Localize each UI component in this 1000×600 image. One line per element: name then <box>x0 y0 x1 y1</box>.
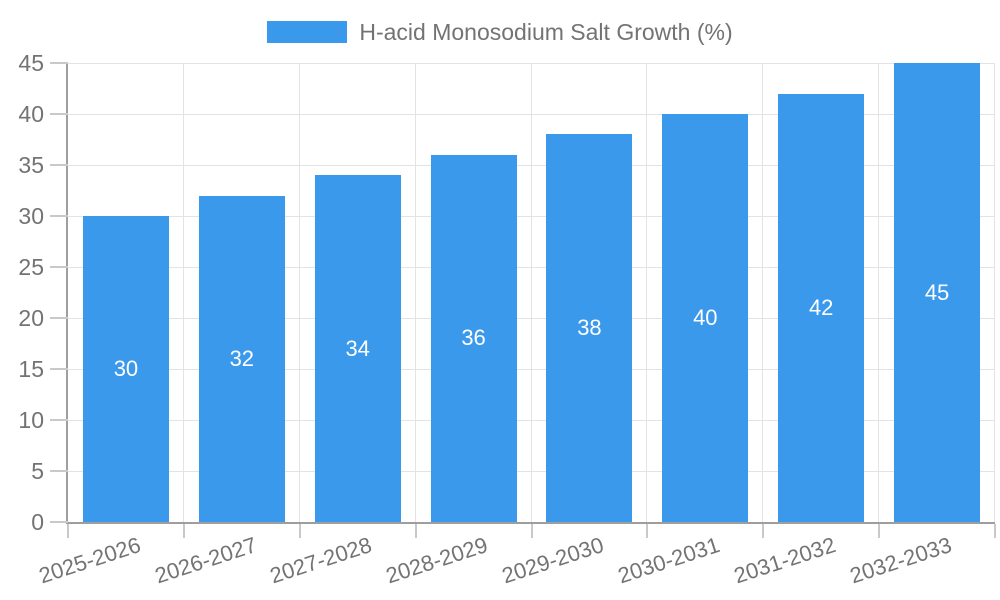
x-tick-label: 2031-2032 <box>730 532 839 589</box>
y-tick-label: 30 <box>18 203 44 229</box>
gridline-v <box>994 63 995 522</box>
x-tick <box>530 524 533 538</box>
bar[interactable] <box>778 93 865 522</box>
bar[interactable] <box>662 114 749 522</box>
x-tick <box>646 524 649 538</box>
gridline-v <box>414 63 416 522</box>
y-tick-label: 5 <box>31 458 44 484</box>
y-tick-label: 25 <box>18 254 44 280</box>
y-tick <box>50 368 68 370</box>
gridline-v <box>646 63 648 522</box>
y-tick <box>50 521 68 523</box>
legend-swatch-icon <box>267 21 348 43</box>
gridline-h <box>68 368 995 370</box>
gridline-v <box>878 63 880 522</box>
x-tick <box>67 524 69 538</box>
y-tick-label: 45 <box>18 50 44 76</box>
x-axis-line <box>66 522 995 524</box>
gridline-h <box>68 62 995 64</box>
plot-area: 0 5 10 15 20 25 30 35 40 45 2025-2026 2026-2027 2027… <box>18 51 996 588</box>
x-tick <box>762 524 765 538</box>
legend-label: H-acid Monosodium Salt Growth (%) <box>359 19 733 45</box>
y-tick <box>50 113 68 115</box>
bar[interactable] <box>198 195 285 522</box>
y-tick-label: 35 <box>18 152 44 178</box>
y-tick <box>50 164 68 166</box>
bar[interactable] <box>430 154 517 522</box>
x-tick-label: 2029-2030 <box>499 532 607 589</box>
x-tick <box>298 524 301 538</box>
gridline-v <box>182 63 184 522</box>
x-tick-label: 2025-2026 <box>35 532 144 589</box>
y-tick <box>50 419 68 421</box>
gridline-h <box>68 164 995 166</box>
y-tick-label: 10 <box>18 407 44 433</box>
bar[interactable] <box>314 175 401 522</box>
x-tick-label: 2032-2033 <box>846 532 955 589</box>
gridline-v <box>762 63 764 522</box>
gridline-v <box>530 63 532 522</box>
y-tick-label: 20 <box>18 305 44 331</box>
y-tick-label: 15 <box>18 356 44 382</box>
x-tick <box>414 524 417 538</box>
x-tick-label: 2028-2029 <box>383 532 491 589</box>
y-tick-label: 40 <box>18 101 44 127</box>
gridline-h <box>68 113 995 115</box>
bar[interactable] <box>82 216 169 522</box>
gridline-v <box>298 63 300 522</box>
x-tick <box>994 524 996 538</box>
x-tick-label: 2030-2031 <box>614 532 723 589</box>
y-tick-label: 0 <box>31 509 44 535</box>
x-tick-label: 2026-2027 <box>151 532 260 589</box>
y-tick <box>50 62 68 64</box>
gridline-h <box>68 215 995 217</box>
gridline-h <box>68 266 995 268</box>
x-tick <box>182 524 185 538</box>
bar[interactable] <box>894 63 981 522</box>
x-tick <box>878 524 881 538</box>
y-tick <box>50 317 68 319</box>
x-tick-label: 2027-2028 <box>267 532 376 589</box>
y-tick <box>50 470 68 472</box>
bar[interactable] <box>546 134 633 522</box>
gridline-h <box>68 470 995 472</box>
legend[interactable]: H-acid Monosodium Salt Growth (%) <box>0 20 1000 44</box>
gridline-h <box>68 317 995 319</box>
y-axis-line <box>66 63 68 522</box>
y-tick <box>50 215 68 217</box>
y-tick <box>50 266 68 268</box>
gridline-h <box>68 419 995 421</box>
